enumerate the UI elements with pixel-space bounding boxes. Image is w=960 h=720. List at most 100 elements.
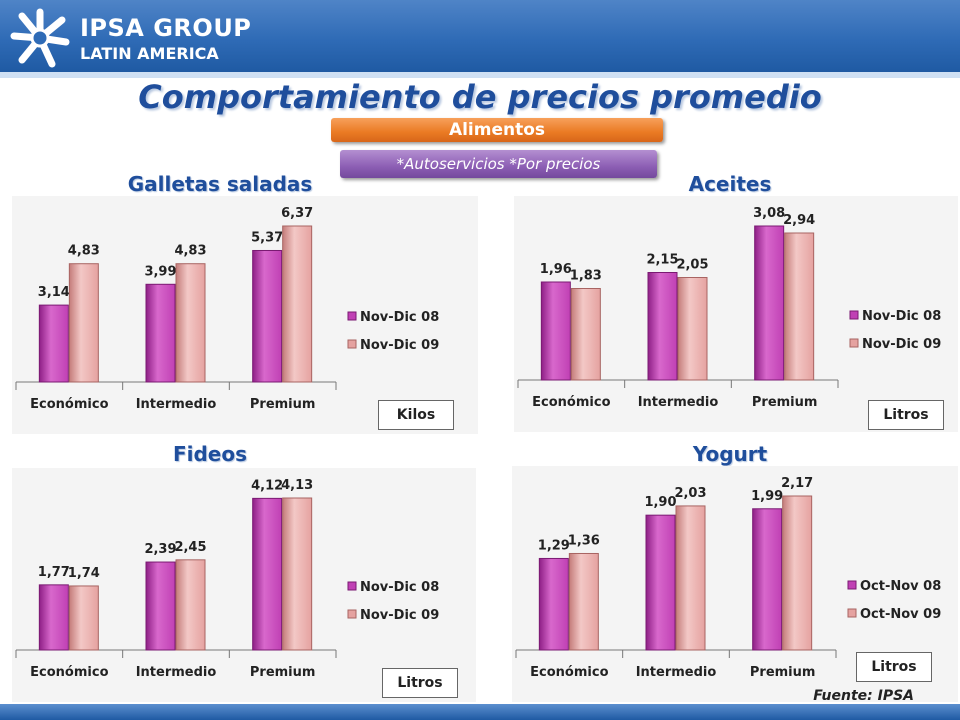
x-tick-label: Intermedio	[136, 397, 217, 412]
x-tick-label: Intermedio	[136, 665, 217, 680]
legend-label: Oct-Nov 08	[860, 579, 941, 594]
legend-label: Nov-Dic 09	[862, 337, 941, 352]
data-label: 1,77	[38, 565, 70, 580]
header-stripe	[0, 72, 960, 78]
data-label: 4,83	[68, 244, 100, 259]
legend-label: Oct-Nov 09	[860, 607, 941, 622]
unit-label: Litros	[856, 652, 932, 682]
data-label: 4,13	[281, 478, 313, 493]
chart-panel-yogurt: 1,29 1,36 Económico 1,90 2,03 Intermedio 1,99 2…	[512, 466, 958, 702]
data-label: 4,12	[251, 478, 283, 493]
x-tick-label: Premium	[250, 397, 316, 412]
bar	[68, 263, 99, 383]
legend-label: Nov-Dic 08	[862, 309, 941, 324]
unit-label: Litros	[382, 668, 458, 698]
bar	[38, 584, 69, 651]
legend-label: Nov-Dic 09	[360, 338, 439, 353]
x-tick-label: Intermedio	[636, 665, 717, 680]
chart-title-aceites: Aceites	[688, 172, 772, 196]
data-label: 1,29	[538, 538, 570, 553]
bar	[282, 497, 313, 651]
data-label: 1,74	[68, 566, 100, 581]
legend-label: Nov-Dic 08	[360, 310, 439, 325]
legend-swatch	[849, 338, 859, 348]
page-title: Comportamiento de precios promedio	[138, 78, 822, 116]
legend-label: Nov-Dic 09	[360, 608, 439, 623]
x-tick-label: Premium	[752, 395, 818, 410]
x-tick-label: Económico	[30, 397, 108, 412]
data-label: 6,37	[281, 206, 313, 221]
unit-label: Litros	[868, 400, 944, 430]
bar	[752, 508, 783, 651]
data-label: 4,83	[174, 244, 206, 259]
data-label: 2,39	[144, 542, 176, 557]
data-label: 1,96	[540, 262, 572, 277]
bar	[754, 225, 785, 381]
bar	[252, 497, 283, 651]
chart-title-yogurt: Yogurt	[692, 442, 768, 466]
bar	[647, 272, 678, 381]
data-label: 3,99	[144, 264, 176, 279]
bar	[570, 288, 601, 381]
bar	[675, 505, 706, 651]
footer-bar	[0, 704, 960, 720]
legend-swatch	[347, 311, 357, 321]
data-label: 2,94	[783, 213, 815, 228]
data-label: 1,90	[644, 495, 676, 510]
data-label: 2,15	[646, 253, 678, 268]
data-label: 1,99	[751, 489, 783, 504]
data-label: 3,14	[38, 285, 70, 300]
bar	[645, 514, 676, 651]
data-label: 1,83	[570, 269, 602, 284]
data-label: 1,36	[568, 533, 600, 548]
legend-label: Nov-Dic 08	[360, 580, 439, 595]
x-tick-label: Intermedio	[638, 395, 719, 410]
legend-swatch	[347, 339, 357, 349]
bar	[677, 277, 708, 381]
bar	[145, 561, 176, 651]
chart-svg-galletas: 3,14 4,83 Económico 3,99 4,83 Intermedio 5,37 6…	[15, 206, 439, 412]
x-tick-label: Económico	[30, 665, 108, 680]
brand-region: LATIN AMERICA	[80, 44, 219, 63]
source-note: Fuente: IPSA	[813, 688, 914, 704]
bar	[38, 304, 69, 383]
bar	[175, 263, 206, 383]
legend-swatch	[347, 581, 357, 591]
legend-swatch	[347, 609, 357, 619]
legend-swatch	[847, 580, 857, 590]
chart-panel-fideos: 1,77 1,74 Económico 2,39 2,45 Intermedio 4,12 4…	[12, 468, 476, 702]
brand-text: IPSA GROUP LATIN AMERICA	[80, 14, 251, 63]
x-tick-label: Económico	[530, 665, 608, 680]
bar	[784, 232, 815, 381]
x-tick-label: Premium	[250, 665, 316, 680]
filter-badge: *Autoservicios *Por precios	[340, 150, 657, 178]
chart-title-fideos: Fideos	[172, 442, 248, 466]
brand-name: IPSA GROUP	[80, 14, 252, 42]
bar	[568, 552, 599, 651]
chart-svg-yogurt: 1,291,36 Económico 1,902,03 Intermedio 1,992…	[515, 476, 941, 680]
x-tick-label: Económico	[532, 395, 610, 410]
chart-panel-galletas: 3,14 4,83 Económico 3,99 4,83 Intermedio 5,37 6…	[12, 196, 478, 434]
unit-label: Kilos	[378, 400, 454, 430]
data-label: 5,37	[251, 230, 283, 245]
data-label: 2,05	[676, 258, 708, 273]
bar	[252, 249, 283, 383]
ipsa-logo-icon	[10, 8, 70, 68]
bar	[175, 559, 206, 651]
legend-swatch	[849, 310, 859, 320]
bar	[538, 557, 569, 651]
legend-swatch	[847, 608, 857, 618]
chart-title-galletas: Galletas saladas	[127, 172, 313, 196]
chart-panel-aceites: 1,96 1,83 Económico 2,15 2,05 Intermedio 3,08 2…	[514, 196, 958, 432]
data-label: 2,17	[781, 476, 813, 491]
data-label: 3,08	[753, 206, 785, 221]
data-label: 2,45	[174, 540, 206, 555]
chart-svg-aceites: 1,961,83 Económico 2,152,05 Intermedio 3,082…	[517, 206, 941, 410]
data-label: 2,03	[674, 486, 706, 501]
x-tick-label: Premium	[750, 665, 816, 680]
bar	[282, 225, 313, 383]
bar	[68, 585, 99, 651]
chart-svg-fideos: 1,771,74 Económico 2,392,45 Intermedio 4,124…	[15, 478, 439, 680]
header-bar: IPSA GROUP LATIN AMERICA	[0, 0, 960, 72]
category-badge: Alimentos	[331, 118, 663, 142]
